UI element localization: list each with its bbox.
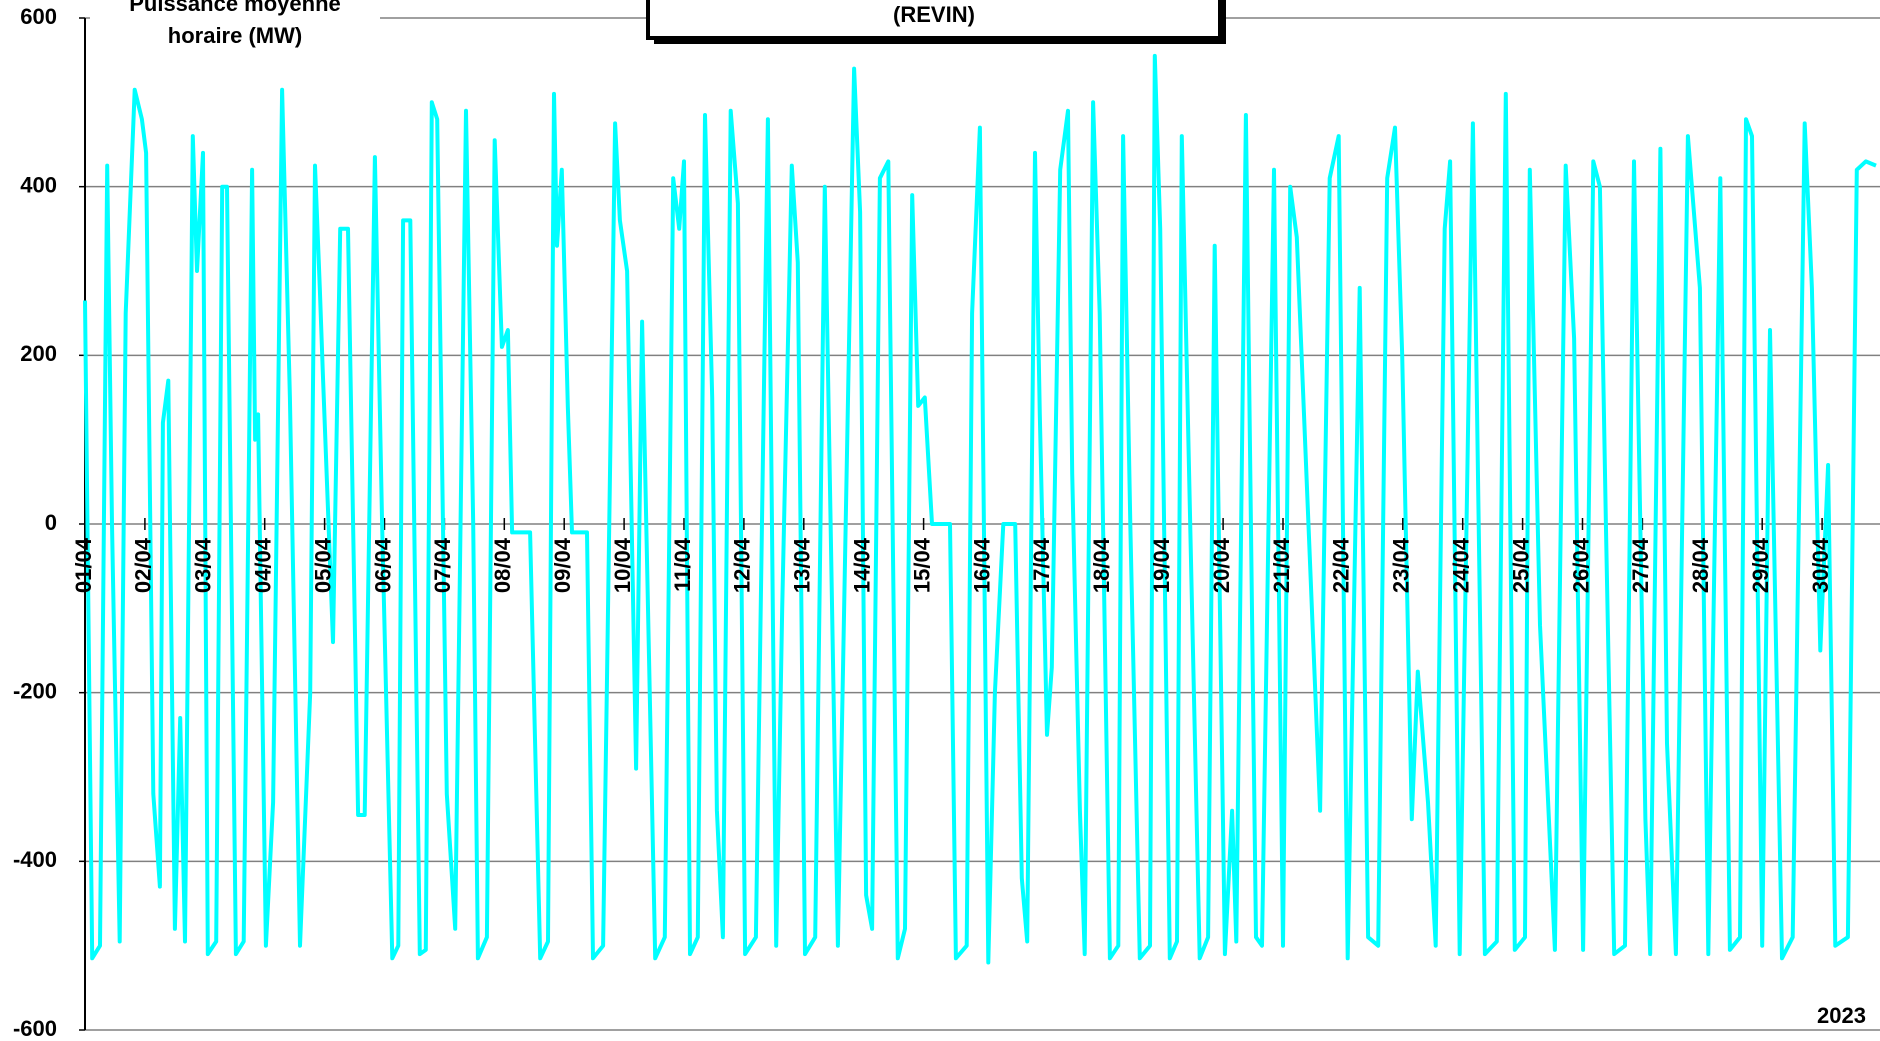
x-tick-label: 30/04 [1808, 537, 1833, 593]
y-tick-label: 0 [45, 510, 57, 535]
x-tick-label: 19/04 [1149, 537, 1174, 593]
x-tick-label: 14/04 [850, 537, 875, 593]
x-tick-label: 09/04 [550, 537, 575, 593]
chart-title: (REVIN) [893, 2, 975, 27]
year-annotation: 2023 [1817, 1003, 1866, 1028]
x-tick-label: 22/04 [1329, 537, 1354, 593]
x-tick-label: 04/04 [251, 537, 276, 593]
x-tick-label: 06/04 [370, 537, 395, 593]
x-tick-label: 11/04 [670, 537, 695, 592]
y-tick-label: 600 [20, 4, 57, 29]
title-box [646, 0, 1222, 40]
x-tick-label: 12/04 [730, 537, 755, 593]
plot [83, 53, 1877, 965]
x-tick-label: 29/04 [1748, 537, 1773, 593]
x-tick-label: 20/04 [1209, 537, 1234, 593]
x-tick-label: 17/04 [1029, 537, 1054, 593]
x-tick-label: 28/04 [1688, 537, 1713, 593]
x-tick-label: 03/04 [191, 537, 216, 593]
x-tick-label: 13/04 [790, 537, 815, 593]
x-tick-label: 26/04 [1568, 537, 1593, 593]
y-tick-label: -400 [13, 847, 57, 872]
label-bg [90, 0, 380, 52]
y-tick-label: -600 [13, 1016, 57, 1041]
y-tick-label: 200 [20, 341, 57, 366]
series-line [83, 53, 1877, 965]
y-axis-label: Puissance moyenne [129, 0, 341, 16]
x-tick-label: 05/04 [310, 537, 335, 593]
x-tick-label: 02/04 [131, 537, 156, 593]
x-tick-label: 21/04 [1269, 537, 1294, 593]
y-tick-label: 400 [20, 172, 57, 197]
x-tick-label: 23/04 [1389, 537, 1414, 593]
y-tick-label: -200 [13, 678, 57, 703]
x-tick-label: 15/04 [909, 537, 934, 593]
x-tick-label: 27/04 [1628, 537, 1653, 593]
x-tick-label: 10/04 [610, 537, 635, 593]
x-tick-label: 25/04 [1508, 537, 1533, 593]
x-tick-label: 18/04 [1089, 537, 1114, 593]
x-tick-label: 24/04 [1449, 537, 1474, 593]
x-tick-label: 01/04 [71, 537, 96, 593]
x-tick-label: 08/04 [490, 537, 515, 593]
x-tick-label: 07/04 [430, 537, 455, 593]
y-axis-label: horaire (MW) [168, 23, 302, 48]
x-tick-label: 16/04 [969, 537, 994, 593]
